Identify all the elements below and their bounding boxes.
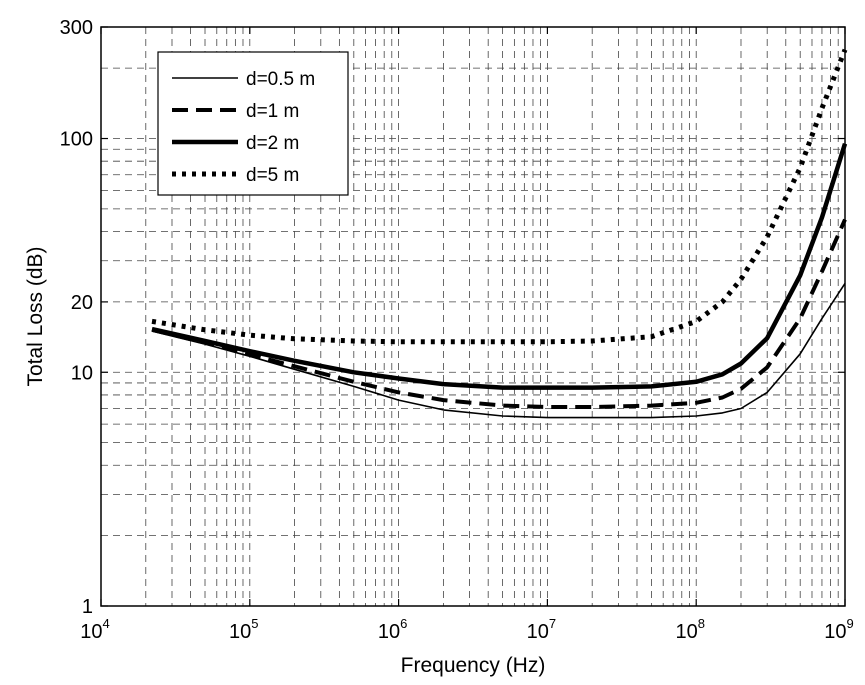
x-axis-title: Frequency (Hz)	[401, 654, 546, 677]
x-tick-label: 107	[527, 616, 556, 643]
y-tick-label: 300	[60, 17, 93, 39]
y-tick-label: 20	[71, 292, 93, 314]
plot-frame	[100, 26, 846, 607]
legend-label-3: d=2 m	[246, 133, 299, 154]
legend-box	[157, 51, 349, 196]
series-line-3	[151, 143, 848, 390]
x-tick-label: 104	[80, 616, 109, 643]
x-tick-label: 105	[229, 616, 258, 643]
legend-label-4: d=5 m	[246, 165, 299, 186]
x-tick-label: 108	[675, 616, 704, 643]
legend-label-2: d=1 m	[246, 101, 299, 122]
y-tick-label: 1	[82, 596, 93, 618]
series-line-4	[151, 48, 848, 345]
series-lines	[151, 48, 848, 419]
y-tick-label: 10	[71, 362, 93, 384]
legend-label-1: d=0.5 m	[246, 69, 315, 90]
y-axis-title: Total Loss (dB)	[24, 246, 47, 386]
x-tick-label: 106	[378, 616, 407, 643]
legend: d=0.5 m d=1 m d=2 m d=5 m	[157, 51, 349, 196]
x-tick-label: 109	[824, 616, 853, 643]
series-line-1	[151, 282, 846, 419]
y-tick-label: 100	[60, 129, 93, 151]
